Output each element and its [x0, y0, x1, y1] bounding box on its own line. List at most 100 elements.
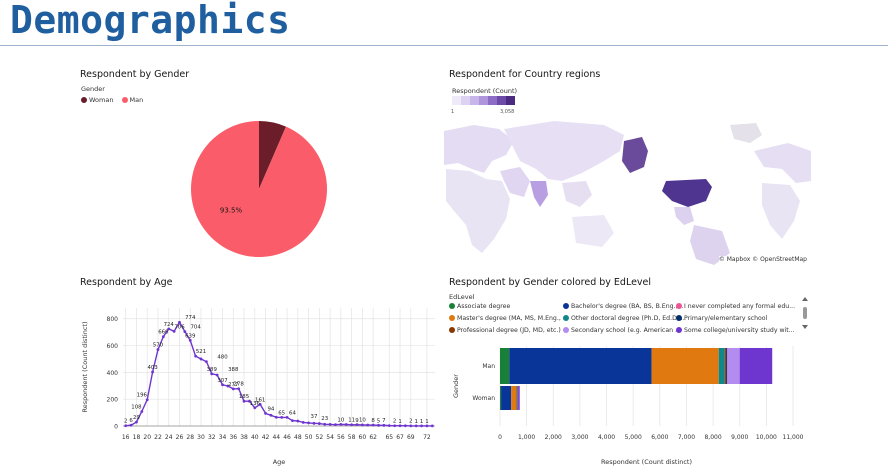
edlevel-legend-item[interactable]: Master's degree (MA, MS, M.Eng., ...: [449, 315, 569, 322]
map-attribution[interactable]: © Mapbox © OpenStreetMap: [718, 256, 807, 263]
age-data-point[interactable]: [183, 330, 187, 333]
age-data-point[interactable]: [377, 423, 380, 427]
region-south-america[interactable]: [690, 225, 730, 265]
bar-segment[interactable]: [500, 348, 510, 384]
age-data-point[interactable]: [398, 424, 402, 428]
bar-segment[interactable]: [724, 348, 726, 384]
bar-segment[interactable]: [718, 348, 725, 384]
edlevel-legend-item[interactable]: Primary/elementary school: [676, 315, 767, 322]
bar-segment[interactable]: [651, 348, 719, 384]
age-data-point[interactable]: [393, 424, 397, 428]
age-data-point[interactable]: [194, 354, 198, 358]
age-data-point[interactable]: [199, 357, 203, 361]
age-line-series[interactable]: [125, 320, 433, 427]
age-data-point[interactable]: [242, 399, 246, 403]
age-data-point[interactable]: [274, 415, 278, 419]
bar-segment[interactable]: [511, 386, 517, 410]
age-data-point[interactable]: [296, 419, 300, 423]
age-data-point[interactable]: [188, 338, 192, 342]
age-data-point[interactable]: [339, 422, 343, 426]
age-data-point[interactable]: [355, 423, 359, 427]
age-data-point[interactable]: [253, 406, 257, 410]
region-asia[interactable]: [504, 121, 624, 181]
gender-legend-item[interactable]: Man: [121, 96, 143, 104]
region-africa[interactable]: [446, 169, 510, 253]
age-data-point[interactable]: [312, 421, 316, 425]
age-data-point[interactable]: [204, 360, 208, 364]
bar-segment[interactable]: [725, 348, 727, 384]
region-se-asia[interactable]: [562, 181, 592, 207]
world-map[interactable]: © Mapbox © OpenStreetMap: [444, 121, 811, 265]
age-data-point[interactable]: [344, 423, 348, 426]
region-middle-east[interactable]: [500, 167, 530, 197]
age-data-point[interactable]: [360, 423, 364, 427]
bar-segment[interactable]: [727, 348, 740, 384]
region-india[interactable]: [530, 181, 548, 207]
age-data-point[interactable]: [151, 370, 154, 374]
age-data-point[interactable]: [258, 403, 262, 406]
age-data-point[interactable]: [430, 424, 434, 428]
bar-segment[interactable]: [500, 386, 502, 410]
scroll-up-icon[interactable]: [802, 297, 808, 301]
age-data-point[interactable]: [237, 387, 241, 391]
age-data-point[interactable]: [366, 423, 370, 427]
age-data-point[interactable]: [317, 422, 321, 425]
region-europe-right[interactable]: [754, 143, 811, 183]
gender-legend-item[interactable]: Woman: [81, 96, 113, 104]
age-data-point[interactable]: [248, 399, 251, 403]
edlevel-legend-item[interactable]: Professional degree (JD, MD, etc.): [449, 327, 561, 334]
scroll-thumb[interactable]: [803, 307, 807, 319]
age-data-point[interactable]: [414, 424, 418, 428]
region-africa-right[interactable]: [762, 183, 800, 239]
bar-segment[interactable]: [516, 386, 518, 410]
age-data-point[interactable]: [285, 416, 289, 419]
age-data-point[interactable]: [129, 423, 133, 427]
edlevel-legend-item[interactable]: Other doctoral degree (Ph.D, Ed.D....: [563, 315, 685, 322]
age-data-point[interactable]: [301, 420, 305, 424]
age-data-point[interactable]: [124, 424, 128, 428]
age-data-point[interactable]: [404, 424, 407, 428]
age-data-point[interactable]: [264, 411, 267, 415]
age-data-point[interactable]: [387, 424, 391, 427]
age-data-point[interactable]: [221, 383, 224, 387]
age-data-point[interactable]: [328, 422, 332, 426]
age-data-point[interactable]: [409, 424, 413, 428]
region-mexico[interactable]: [674, 207, 694, 225]
age-data-point[interactable]: [215, 373, 219, 377]
age-data-point[interactable]: [323, 422, 327, 426]
age-data-point[interactable]: [371, 423, 375, 427]
age-data-point[interactable]: [269, 413, 273, 417]
age-data-point[interactable]: [425, 424, 429, 428]
edlevel-legend-item[interactable]: Some college/university study wit...: [676, 327, 795, 334]
age-data-point[interactable]: [280, 416, 284, 419]
age-data-point[interactable]: [210, 372, 214, 376]
pie-slice-man[interactable]: [191, 121, 327, 257]
bar-segment[interactable]: [509, 348, 652, 384]
edlevel-legend-item[interactable]: Bachelor's degree (BA, BS, B.Eng.,...: [563, 303, 683, 310]
bar-segment[interactable]: [739, 348, 773, 384]
region-greenland[interactable]: [730, 123, 762, 143]
bar-segment[interactable]: [518, 386, 520, 410]
age-data-point[interactable]: [145, 398, 149, 402]
age-data-point[interactable]: [178, 320, 181, 324]
age-data-point[interactable]: [135, 420, 138, 424]
age-data-point[interactable]: [172, 329, 176, 333]
age-data-point[interactable]: [420, 424, 423, 428]
pie-slice-woman[interactable]: [259, 121, 287, 189]
age-data-point[interactable]: [291, 419, 294, 423]
legend-scroll[interactable]: [800, 294, 810, 334]
edlevel-legend-item[interactable]: I never completed any formal edu...: [676, 303, 795, 310]
bar-segment[interactable]: [726, 348, 728, 384]
region-australia[interactable]: [572, 215, 614, 247]
age-data-point[interactable]: [334, 423, 337, 427]
region-canada[interactable]: [622, 137, 648, 173]
region-europe[interactable]: [444, 125, 514, 173]
age-data-point[interactable]: [307, 421, 310, 425]
region-usa[interactable]: [662, 179, 712, 207]
edlevel-legend-item[interactable]: Associate degree: [449, 303, 510, 310]
scroll-down-icon[interactable]: [802, 325, 808, 329]
age-data-point[interactable]: [231, 387, 235, 391]
age-data-point[interactable]: [167, 327, 171, 331]
edlevel-legend-item[interactable]: Secondary school (e.g. American ...: [563, 327, 681, 334]
age-data-point[interactable]: [382, 423, 386, 427]
